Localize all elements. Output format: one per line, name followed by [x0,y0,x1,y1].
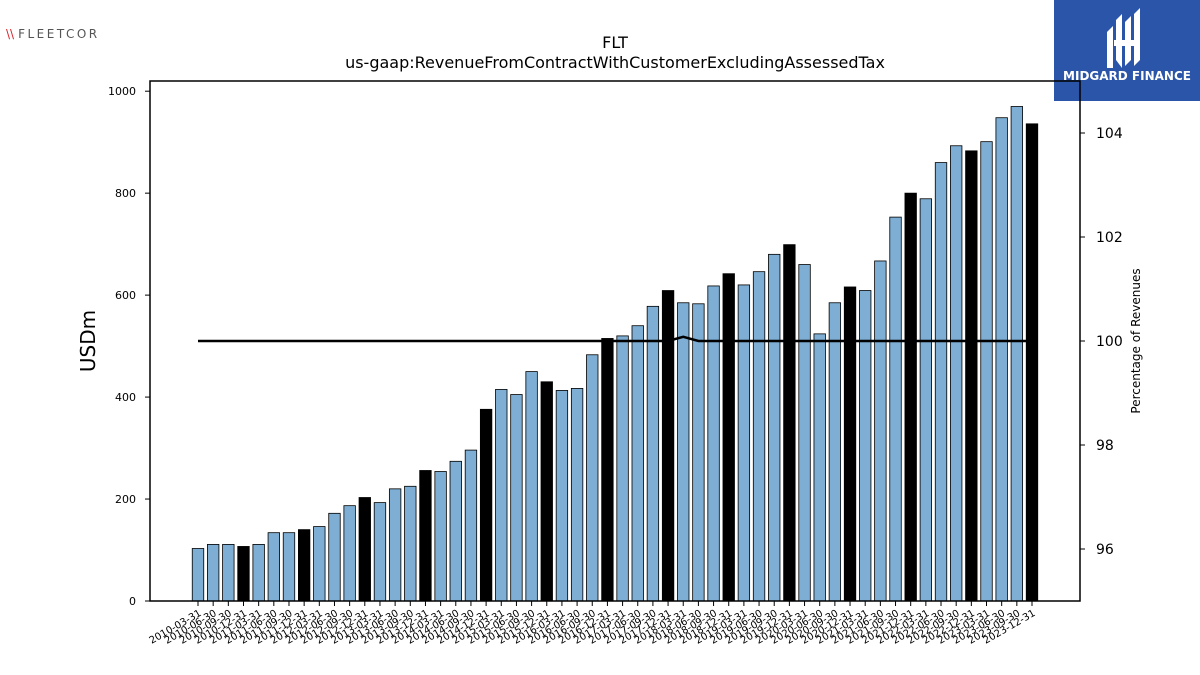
bar-2010-12-31 [237,546,250,602]
bar-2020-09-30 [828,302,842,602]
bar-2011-12-31 [297,529,311,602]
bar-2013-06-30 [388,488,402,602]
bar-2022-09-30 [950,145,963,602]
bar-2014-03-31 [434,471,447,602]
bar-2020-03-31 [798,264,811,602]
bar-2021-03-31 [859,290,872,602]
midgard-wordmark: MIDGARD FINANCE [1063,69,1191,83]
bar-2020-06-30 [813,333,826,602]
chart-subtitle: us-gaap:RevenueFromContractWithCustomerE… [345,53,885,72]
bar-2017-06-30 [631,325,644,602]
fleetcor-wordmark: FLEETCOR [18,27,100,41]
bar-2018-03-31 [677,302,690,602]
bars-group [191,106,1039,602]
bar-2014-09-30 [464,449,478,602]
bar-2016-12-31 [601,338,614,602]
bar-2017-09-30 [646,305,660,602]
bar-2016-06-30 [570,388,584,602]
bar-2011-09-30 [282,532,296,602]
bar-2019-09-30 [768,253,781,602]
y2-tick-label: 104 [1096,126,1123,142]
bar-2010-03-31 [191,548,205,602]
bar-2012-09-30 [343,505,356,602]
bar-2013-12-31 [419,470,432,602]
x-axis-ticks: 2010-03-312010-06-302010-09-302010-12-31… [148,601,1038,647]
bar-2012-06-30 [328,512,341,602]
bar-2010-09-30 [222,544,235,602]
midgard-mark-icon [1107,8,1140,68]
bar-2011-03-31 [252,544,265,602]
fleetcor-logo: \\ FLEETCOR [6,27,100,41]
bar-2021-06-30 [874,260,887,602]
bar-2019-03-31 [737,284,751,602]
bar-2013-03-31 [373,502,387,602]
bar-2023-12-31 [1025,123,1039,602]
y2-tick-label: 98 [1096,438,1114,454]
bar-2021-09-30 [889,216,902,602]
bar-2023-03-31 [980,141,993,602]
bar-2015-12-31 [540,381,553,602]
bar-2018-12-31 [722,273,735,602]
ratio-line-group [198,335,1032,343]
bar-2022-06-30 [934,162,948,602]
bar-2014-06-30 [449,460,462,602]
bar-2013-09-30 [404,485,417,602]
y-tick-label: 200 [115,493,136,506]
bar-2012-03-31 [313,526,326,602]
bar-2016-09-30 [586,354,599,602]
bar-2011-06-30 [267,532,280,602]
bar-2017-12-31 [661,290,675,602]
midgard-finance-logo: MIDGARD FINANCE [1054,0,1200,101]
bar-2015-03-31 [495,389,508,602]
bar-2015-09-30 [525,371,538,602]
y2-tick-label: 96 [1096,542,1114,558]
ratio-line-0 [198,335,1032,343]
bar-2020-12-31 [843,286,857,602]
fleetcor-mark-icon: \\ [6,27,15,41]
y-axis-ticks: 0 200 400 600 800 1000 [108,85,150,608]
bar-2021-12-31 [904,192,917,602]
bar-2018-06-30 [692,303,705,602]
bar-2019-06-30 [752,271,766,602]
bar-2022-03-31 [919,198,933,602]
y-tick-label: 1000 [108,85,136,98]
y2-tick-label: 102 [1096,230,1123,246]
y-tick-label: 800 [115,187,136,200]
bar-2022-12-31 [965,150,978,602]
bar-2023-06-30 [995,117,1008,602]
y-tick-label: 0 [129,595,136,608]
y2-tick-label: 100 [1096,334,1123,350]
y-tick-label: 400 [115,391,136,404]
bar-2014-12-31 [479,408,493,602]
y-tick-label: 600 [115,289,136,302]
bar-2017-03-31 [616,335,629,602]
chart-title: FLT [602,33,628,52]
bar-2023-09-30 [1010,106,1023,602]
bar-2010-06-30 [207,544,220,602]
y-axis-label: USDm [76,310,100,372]
bar-2018-09-30 [707,285,720,602]
y2-axis-ticks: 96 98 100 102 104 [1080,126,1123,558]
bar-2016-03-31 [555,390,569,602]
bar-2012-12-31 [358,497,371,602]
y2-axis-label: Percentage of Revenues [1129,268,1143,413]
bar-2015-06-30 [510,394,523,602]
bar-2019-12-31 [783,244,796,602]
